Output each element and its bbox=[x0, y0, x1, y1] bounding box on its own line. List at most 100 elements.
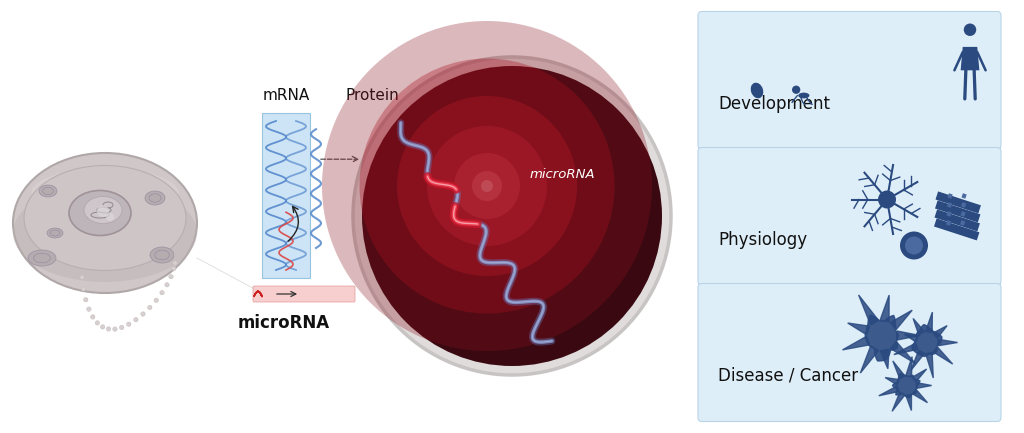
Bar bbox=[946, 211, 951, 217]
Bar bbox=[947, 202, 952, 208]
Bar bbox=[947, 193, 952, 199]
Ellipse shape bbox=[799, 93, 809, 98]
Polygon shape bbox=[916, 383, 932, 388]
Circle shape bbox=[362, 66, 662, 366]
Circle shape bbox=[87, 307, 91, 311]
Circle shape bbox=[106, 327, 111, 331]
Polygon shape bbox=[880, 349, 889, 369]
Circle shape bbox=[86, 218, 90, 222]
Bar bbox=[935, 200, 980, 223]
Text: microRNA: microRNA bbox=[530, 168, 596, 181]
Circle shape bbox=[900, 232, 928, 259]
Circle shape bbox=[81, 239, 85, 243]
Circle shape bbox=[79, 263, 84, 267]
Text: mRNA: mRNA bbox=[262, 88, 309, 103]
FancyBboxPatch shape bbox=[253, 286, 355, 302]
Circle shape bbox=[124, 198, 129, 203]
Polygon shape bbox=[848, 323, 869, 335]
Circle shape bbox=[964, 23, 976, 36]
FancyBboxPatch shape bbox=[698, 148, 1001, 285]
Polygon shape bbox=[892, 392, 905, 411]
Polygon shape bbox=[961, 47, 979, 70]
FancyBboxPatch shape bbox=[698, 284, 1001, 421]
Polygon shape bbox=[906, 357, 912, 377]
Circle shape bbox=[147, 305, 152, 310]
FancyBboxPatch shape bbox=[698, 12, 1001, 149]
Circle shape bbox=[89, 209, 93, 213]
Polygon shape bbox=[910, 350, 925, 371]
Circle shape bbox=[168, 244, 172, 249]
Text: Development: Development bbox=[718, 95, 830, 113]
Polygon shape bbox=[933, 326, 947, 338]
Ellipse shape bbox=[28, 250, 56, 266]
Polygon shape bbox=[904, 334, 919, 342]
Text: Protein: Protein bbox=[345, 88, 399, 103]
Circle shape bbox=[173, 261, 177, 265]
Circle shape bbox=[81, 287, 86, 291]
Polygon shape bbox=[893, 361, 905, 379]
Polygon shape bbox=[906, 394, 911, 410]
Bar bbox=[936, 191, 981, 213]
Circle shape bbox=[90, 315, 95, 319]
Ellipse shape bbox=[32, 168, 178, 217]
Circle shape bbox=[111, 194, 115, 199]
Ellipse shape bbox=[69, 191, 131, 236]
Circle shape bbox=[152, 221, 157, 226]
Circle shape bbox=[397, 96, 577, 276]
Ellipse shape bbox=[84, 197, 122, 223]
Polygon shape bbox=[913, 318, 925, 335]
Circle shape bbox=[95, 321, 99, 325]
Circle shape bbox=[104, 195, 109, 200]
Circle shape bbox=[83, 227, 87, 232]
Circle shape bbox=[131, 203, 136, 207]
Bar bbox=[961, 220, 966, 226]
Circle shape bbox=[163, 236, 168, 241]
Circle shape bbox=[113, 327, 117, 331]
Polygon shape bbox=[912, 389, 928, 403]
Circle shape bbox=[353, 57, 671, 375]
Circle shape bbox=[169, 275, 173, 279]
Ellipse shape bbox=[751, 83, 763, 98]
Polygon shape bbox=[933, 347, 952, 364]
Bar bbox=[935, 210, 980, 231]
Polygon shape bbox=[926, 312, 933, 333]
Polygon shape bbox=[843, 336, 869, 350]
Text: microRNA: microRNA bbox=[238, 314, 330, 332]
Circle shape bbox=[154, 298, 159, 303]
Circle shape bbox=[878, 191, 896, 209]
Circle shape bbox=[165, 283, 169, 287]
Circle shape bbox=[106, 213, 114, 221]
Polygon shape bbox=[885, 378, 899, 385]
Ellipse shape bbox=[24, 165, 186, 271]
Circle shape bbox=[171, 252, 175, 257]
Circle shape bbox=[472, 171, 502, 201]
Circle shape bbox=[481, 180, 493, 192]
Circle shape bbox=[454, 153, 520, 219]
Circle shape bbox=[84, 297, 88, 302]
Polygon shape bbox=[890, 310, 912, 330]
Circle shape bbox=[100, 325, 104, 329]
Ellipse shape bbox=[39, 185, 57, 197]
Text: Disease / Cancer: Disease / Cancer bbox=[718, 367, 858, 385]
Ellipse shape bbox=[13, 153, 197, 293]
Circle shape bbox=[172, 266, 176, 271]
Bar bbox=[946, 220, 951, 226]
Polygon shape bbox=[858, 295, 879, 325]
Polygon shape bbox=[880, 295, 889, 322]
Circle shape bbox=[792, 86, 801, 94]
Polygon shape bbox=[894, 343, 919, 355]
Circle shape bbox=[905, 236, 923, 255]
Bar bbox=[961, 202, 967, 208]
Circle shape bbox=[140, 312, 145, 316]
Circle shape bbox=[80, 251, 84, 255]
Circle shape bbox=[98, 198, 103, 202]
Circle shape bbox=[138, 208, 142, 212]
Circle shape bbox=[145, 214, 150, 219]
Circle shape bbox=[93, 203, 98, 207]
Ellipse shape bbox=[145, 191, 165, 205]
Polygon shape bbox=[893, 374, 920, 398]
Polygon shape bbox=[911, 325, 942, 356]
Polygon shape bbox=[912, 369, 927, 382]
Ellipse shape bbox=[13, 184, 197, 282]
Circle shape bbox=[127, 322, 131, 326]
